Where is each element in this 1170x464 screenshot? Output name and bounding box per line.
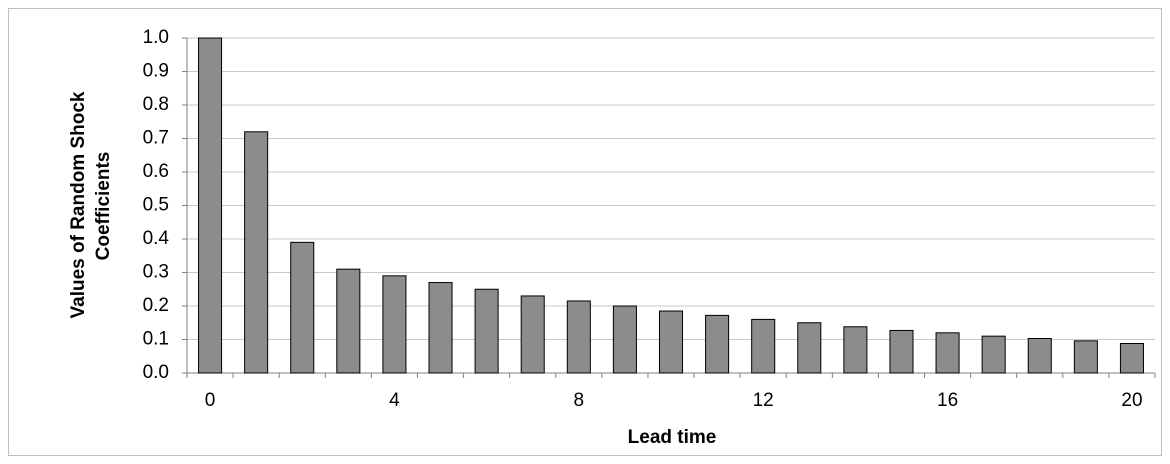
bar: [1073, 340, 1098, 374]
bar: [474, 288, 499, 374]
x-tick-label: 12: [753, 390, 774, 411]
x-tick-label: 0: [205, 390, 216, 411]
bar: [935, 332, 960, 374]
y-tick-label: 0.5: [143, 195, 169, 216]
y-tick-label: 0.4: [143, 228, 170, 249]
bar: [198, 37, 223, 374]
bar: [705, 314, 730, 374]
y-tick-label: 0.2: [143, 295, 169, 316]
y-tick-label: 1.0: [143, 27, 169, 48]
x-tick-label: 20: [1121, 390, 1142, 411]
bar: [244, 131, 269, 374]
y-axis-label: Values of Random Shock: [68, 91, 89, 318]
bar: [336, 268, 361, 374]
bar: [751, 318, 776, 374]
chart-frame: [8, 8, 1162, 456]
y-tick-label: 0.6: [143, 161, 169, 182]
y-tick-label: 0.8: [143, 94, 169, 115]
bar: [889, 329, 914, 374]
bar: [566, 300, 591, 374]
y-tick-label: 0.7: [143, 128, 169, 149]
bar: [797, 322, 822, 374]
x-tick-label: 8: [574, 390, 585, 411]
x-axis-label: Lead time: [628, 427, 717, 448]
x-tick-label: 16: [937, 390, 958, 411]
y-tick-label: 0.3: [143, 262, 169, 283]
bar: [981, 335, 1006, 374]
y-tick-label: 0.1: [143, 329, 169, 350]
y-axis-label: Coefficients: [93, 152, 114, 261]
bar: [1027, 337, 1052, 374]
bar: [612, 305, 637, 374]
y-tick-label: 0.9: [143, 61, 169, 82]
y-tick-label: 0.0: [143, 362, 169, 383]
bar: [290, 241, 315, 374]
bar: [843, 326, 868, 374]
bar: [382, 275, 407, 374]
bar: [520, 295, 545, 374]
bar: [658, 310, 684, 374]
bar: [1119, 343, 1144, 374]
x-tick-label: 4: [389, 390, 400, 411]
bar: [428, 282, 453, 374]
